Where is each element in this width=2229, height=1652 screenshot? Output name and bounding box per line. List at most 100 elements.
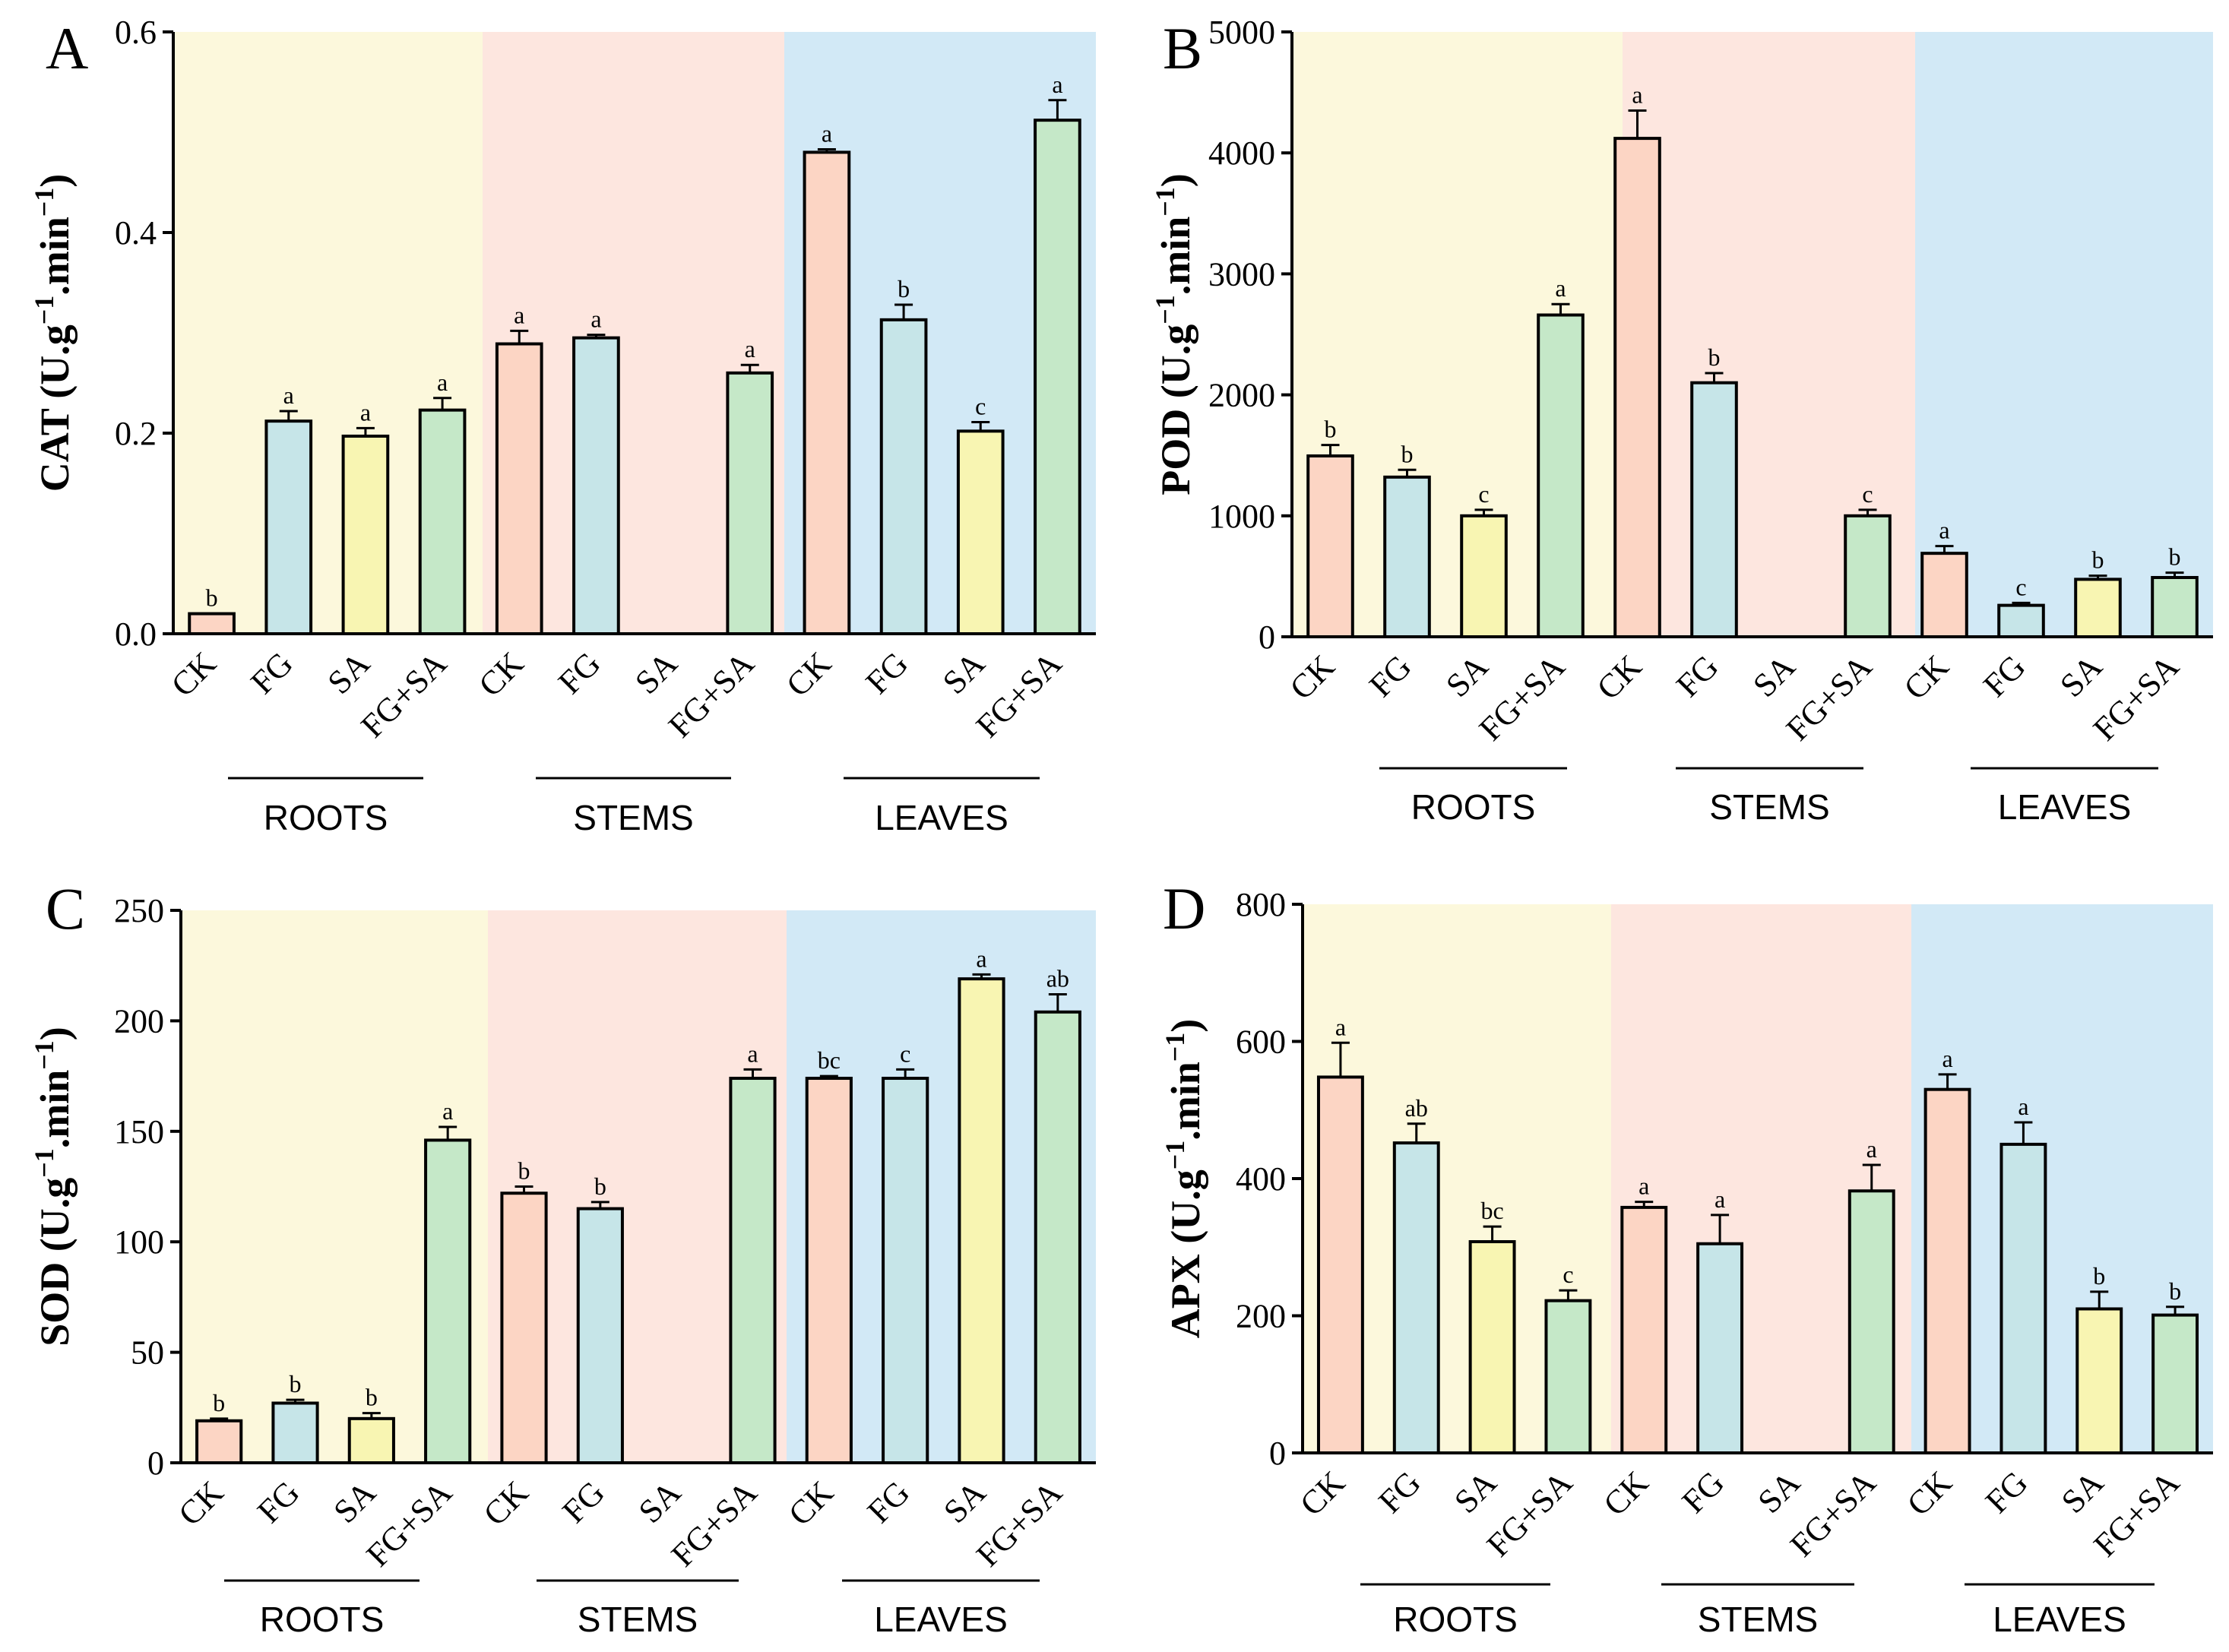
y-axis-title-superscript: −1 [1150,295,1180,324]
x-tick-label-leaves-fg-sa: FG+SA [969,1473,1069,1574]
x-tick-label-roots-fg: FG [243,644,299,701]
significance-letter-roots-sa: bc [1480,1197,1503,1224]
bar-roots-fg [1383,475,1431,639]
y-tick-label: 2000 [1208,377,1275,414]
bar-leaves-sa [2075,1307,2123,1454]
bar-leaves-ck [1920,552,1968,638]
x-tick-label-roots-sa: SA [1439,647,1496,704]
bar-leaves-sa [956,429,1005,635]
y-axis-title: CAT (U.g−1.min−1) [29,174,78,492]
bar-stems-ck [495,342,543,635]
x-tick-label-roots-fg-sa: FG+SA [353,644,454,745]
x-tick-label-stems-fg-sa: FG+SA [1783,1464,1883,1564]
bar-roots-ck [188,612,236,635]
significance-letter-leaves-fg-sa: ab [1046,965,1069,992]
x-tick-label-stems-fg: FG [1669,647,1725,704]
significance-letter-stems-fg: b [594,1173,606,1200]
significance-letter-stems-fg-sa: a [747,1040,758,1067]
bar-leaves-ck [805,1077,853,1465]
y-tick-label: 0.2 [115,415,157,452]
y-axis-title-part: .min [1163,1062,1208,1141]
x-tick-label-roots-fg-sa: FG+SA [359,1473,459,1574]
y-axis-title-superscript: −1 [1160,1141,1190,1170]
panel-a-cat-chart: b CK a FG a SA a FG+SA a CK a FG SA a FG+SA a CK b FG c SA a F… [29,14,1096,837]
y-axis-title-part: POD (U.g [1153,324,1198,495]
bar-roots-sa [1468,1240,1516,1455]
y-axis-title-part: CAT (U.g [32,324,78,492]
x-tick-label-roots-sa: SA [1447,1464,1504,1521]
significance-letter-leaves-sa: c [975,392,986,419]
x-tick-label-roots-ck: CK [171,1473,230,1533]
bar-stems-fg [1696,1242,1744,1455]
significance-letter-leaves-ck: a [1942,1045,1952,1072]
x-tick-label-stems-fg: FG [1675,1464,1731,1520]
x-tick-label-roots-fg: FG [1362,647,1418,704]
significance-letter-leaves-fg-sa: b [2169,543,2181,571]
bar-roots-fg [271,1401,319,1465]
y-tick-label: 0 [1259,619,1275,656]
significance-letter-leaves-ck: bc [818,1046,841,1074]
group-label-stems: STEMS [1698,1600,1818,1639]
y-axis-title-part: ) [32,1027,78,1040]
significance-letter-leaves-fg: c [2015,573,2026,600]
x-tick-label-roots-ck: CK [1293,1464,1352,1523]
significance-letter-roots-fg: a [283,381,294,409]
significance-letter-roots-fg-sa: a [442,1097,453,1125]
x-tick-label-stems-fg-sa: FG+SA [661,644,761,745]
group-label-roots: ROOTS [260,1600,385,1639]
x-tick-label-roots-sa: SA [326,1473,383,1530]
group-label-stems: STEMS [578,1600,698,1639]
group-label-roots: ROOTS [264,798,388,837]
bar-leaves-fg [882,1077,929,1465]
y-axis-title-part: APX (U.g [1163,1169,1208,1338]
x-tick-label-leaves-fg: FG [859,644,915,701]
bar-stems-fg-sa [726,371,774,635]
x-tick-label-stems-sa: SA [628,644,685,701]
y-tick-label: 100 [114,1223,164,1261]
significance-letter-stems-fg: a [590,305,601,333]
x-tick-label-leaves-sa: SA [2054,1464,2111,1521]
bar-roots-fg-sa [424,1138,472,1464]
x-tick-label-leaves-ck: CK [781,1473,841,1533]
x-tick-label-stems-ck: CK [471,644,530,704]
significance-letter-stems-fg: b [1708,343,1721,371]
bar-leaves-fg [1997,603,2045,638]
y-tick-label: 0 [147,1445,164,1482]
y-axis-title-superscript: −1 [29,1040,59,1070]
y-tick-label: 1000 [1208,498,1275,535]
panel-letter: A [46,15,88,81]
bar-roots-ck [195,1419,243,1465]
x-tick-label-leaves-ck: CK [779,644,838,704]
x-tick-label-stems-sa: SA [632,1473,689,1530]
bar-stems-fg [576,1207,624,1464]
x-tick-label-leaves-fg: FG [1976,647,2032,704]
group-label-roots: ROOTS [1393,1600,1518,1639]
x-tick-label-leaves-fg: FG [1978,1464,2034,1520]
y-axis-title-superscript: −1 [1150,187,1180,217]
group-label-roots: ROOTS [1411,787,1536,827]
x-tick-label-leaves-fg-sa: FG+SA [969,644,1069,745]
y-tick-label: 800 [1236,886,1286,923]
x-tick-label-stems-fg-sa: FG+SA [1779,647,1879,748]
bar-stems-ck [1613,137,1661,638]
significance-letter-roots-fg-sa: a [437,369,448,396]
bar-roots-sa [341,434,390,636]
significance-letter-roots-sa: a [360,398,371,426]
y-tick-label: 0 [1269,1435,1286,1472]
bar-stems-fg-sa [1847,1189,1895,1454]
y-axis-title-superscript: −1 [29,188,59,217]
x-tick-label-stems-ck: CK [1590,647,1649,707]
y-tick-label: 200 [1236,1298,1286,1335]
bar-leaves-fg [879,318,928,635]
group-label-leaves: LEAVES [875,798,1008,837]
bar-roots-ck [1316,1075,1364,1455]
panel-letter: D [1163,875,1205,942]
significance-letter-roots-ck: a [1335,1013,1346,1040]
significance-letter-leaves-fg: c [900,1040,910,1067]
x-tick-label-leaves-ck: CK [1900,1464,1959,1523]
panel-c-sod-chart: b CK b FG b SA a FG+SA b CK b FG SA a FG+SA bc CK c FG a SA a… [29,875,1096,1639]
significance-letter-roots-fg-sa: c [1563,1261,1573,1288]
significance-letter-roots-fg: ab [1405,1094,1428,1122]
y-axis-title-part: ) [1163,1019,1208,1033]
